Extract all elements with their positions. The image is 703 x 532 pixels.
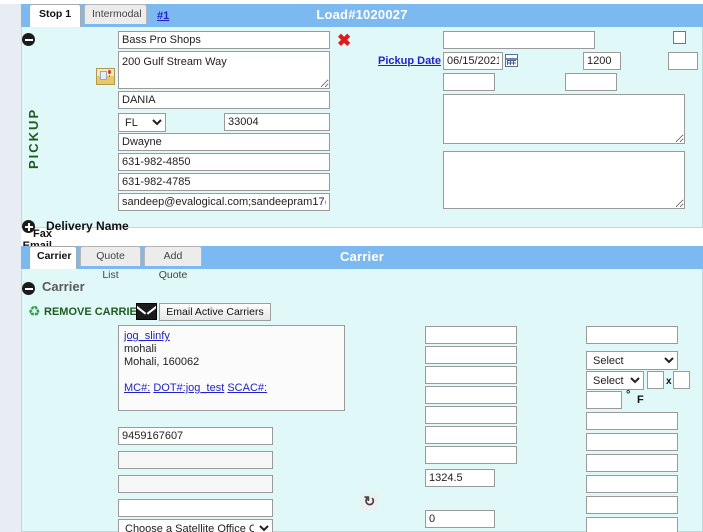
tab-carrier[interactable]: Carrier (29, 246, 77, 269)
state-select[interactable]: FL (118, 113, 166, 132)
pickup-date-label[interactable]: Pickup Date (378, 55, 441, 67)
carrier-fax-input[interactable] (118, 475, 273, 493)
carrier-section-label: Carrier (42, 279, 85, 294)
carrier-tel-input[interactable] (118, 427, 273, 445)
driver2-cell-input[interactable] (425, 386, 517, 404)
tab-quote-list[interactable]: Quote List (80, 246, 141, 281)
remove-carrier-button[interactable]: REMOVE CARRIER (44, 306, 145, 318)
driver1-cell-input[interactable] (425, 346, 517, 364)
fahrenheit-label: F (637, 394, 644, 406)
pickup-vertical-label: PICKUP (26, 107, 41, 169)
carrier-address-line2: Mohali, 160062 (124, 356, 200, 368)
pmtamt-input[interactable] (586, 454, 678, 472)
phone-input[interactable] (118, 153, 330, 171)
ref-number-input[interactable] (425, 446, 517, 464)
red-x-icon[interactable]: ✖ (337, 31, 352, 50)
carrier-name-link[interactable]: jog_slinfy (124, 330, 170, 342)
contact-input[interactable] (118, 133, 330, 151)
top-strip (0, 0, 703, 4)
left-gutter (0, 0, 21, 532)
pickup-name-input[interactable] (118, 31, 330, 49)
city-input[interactable] (118, 91, 330, 109)
carrier-dot-link[interactable]: DOT#:jog_test (153, 382, 225, 394)
carrier-title: Carrier (339, 249, 385, 264)
load-header-bar: Load#1020027 (21, 4, 703, 27)
pmtdate-input[interactable] (586, 433, 678, 451)
booked-with-input[interactable] (586, 326, 678, 344)
carrier-cell-input[interactable] (118, 451, 273, 469)
calendar-icon[interactable] (505, 54, 518, 67)
equip-select[interactable]: Select (586, 371, 644, 390)
truck-number-input[interactable] (425, 406, 517, 424)
equip-dimension-separator: x (666, 376, 672, 387)
zip-input[interactable] (224, 113, 330, 131)
internal-notes-textarea[interactable] (443, 151, 685, 209)
stop-hash-link[interactable]: #1 (157, 10, 170, 22)
driver1-input[interactable] (425, 326, 517, 344)
carrier-email-input[interactable] (118, 499, 273, 517)
tab-add-quote[interactable]: Add Quote (144, 246, 202, 281)
pickup-blind-checkbox[interactable] (673, 31, 686, 44)
miles-input[interactable] (425, 469, 495, 487)
equip-length-input[interactable] (647, 371, 664, 389)
temperature-input[interactable] (586, 391, 622, 409)
trailer-number-input[interactable] (425, 426, 517, 444)
email-active-carriers-button[interactable]: Email Active Carriers (159, 303, 271, 321)
instructions-textarea[interactable] (443, 94, 685, 144)
driver2-input[interactable] (425, 366, 517, 384)
pickup-date-input[interactable] (443, 52, 503, 70)
carrier-collapse-icon[interactable] (22, 282, 35, 295)
carrpdamt-input[interactable] (586, 496, 678, 514)
refresh-icon[interactable]: ↻ (361, 493, 378, 510)
departed-input[interactable] (565, 73, 617, 91)
pickup-number-input[interactable] (443, 31, 595, 49)
apt-time-input[interactable] (583, 52, 621, 70)
carrier-address-line1: mohali (124, 343, 157, 355)
arrived-input[interactable] (443, 73, 495, 91)
deadhead-miles-input[interactable] (425, 510, 495, 528)
map-address-icon[interactable] (96, 68, 115, 85)
equip-width-input[interactable] (673, 371, 690, 389)
booked-by-select[interactable]: Select (586, 351, 678, 370)
carrier-mc-link[interactable]: MC#: (124, 382, 151, 394)
degree-symbol: ° (626, 389, 631, 401)
recycle-icon[interactable]: ♻ (28, 303, 41, 319)
tab-intermodal[interactable]: Intermodal (84, 4, 147, 24)
pmtref-input[interactable] (586, 412, 678, 430)
satellite-office-select[interactable]: Choose a Satellite Office Contact (118, 519, 273, 532)
mail-icon[interactable] (136, 303, 157, 320)
delivery-expand-icon[interactable] (22, 220, 35, 233)
carrier-fax-label: Fax (33, 228, 52, 240)
carrier-info-box: jog_slinfy mohali Mohali, 160062 MC#: DO… (118, 325, 345, 411)
page-title: Load#1020027 (316, 7, 408, 22)
carrier-scac-link[interactable]: SCAC#: (227, 382, 268, 394)
carrpddate-input[interactable] (586, 517, 678, 532)
delivery-name-label[interactable]: Delivery Name (46, 219, 129, 233)
tab-stop-1[interactable]: Stop 1 (29, 4, 81, 27)
pickup-collapse-icon[interactable] (22, 33, 35, 46)
time-zone-input[interactable] (668, 52, 698, 70)
email-input[interactable] (118, 193, 330, 211)
fax-input[interactable] (118, 173, 330, 191)
address-textarea[interactable]: 200 Gulf Stream Way (118, 51, 330, 89)
carr-ref-input[interactable] (586, 475, 678, 493)
